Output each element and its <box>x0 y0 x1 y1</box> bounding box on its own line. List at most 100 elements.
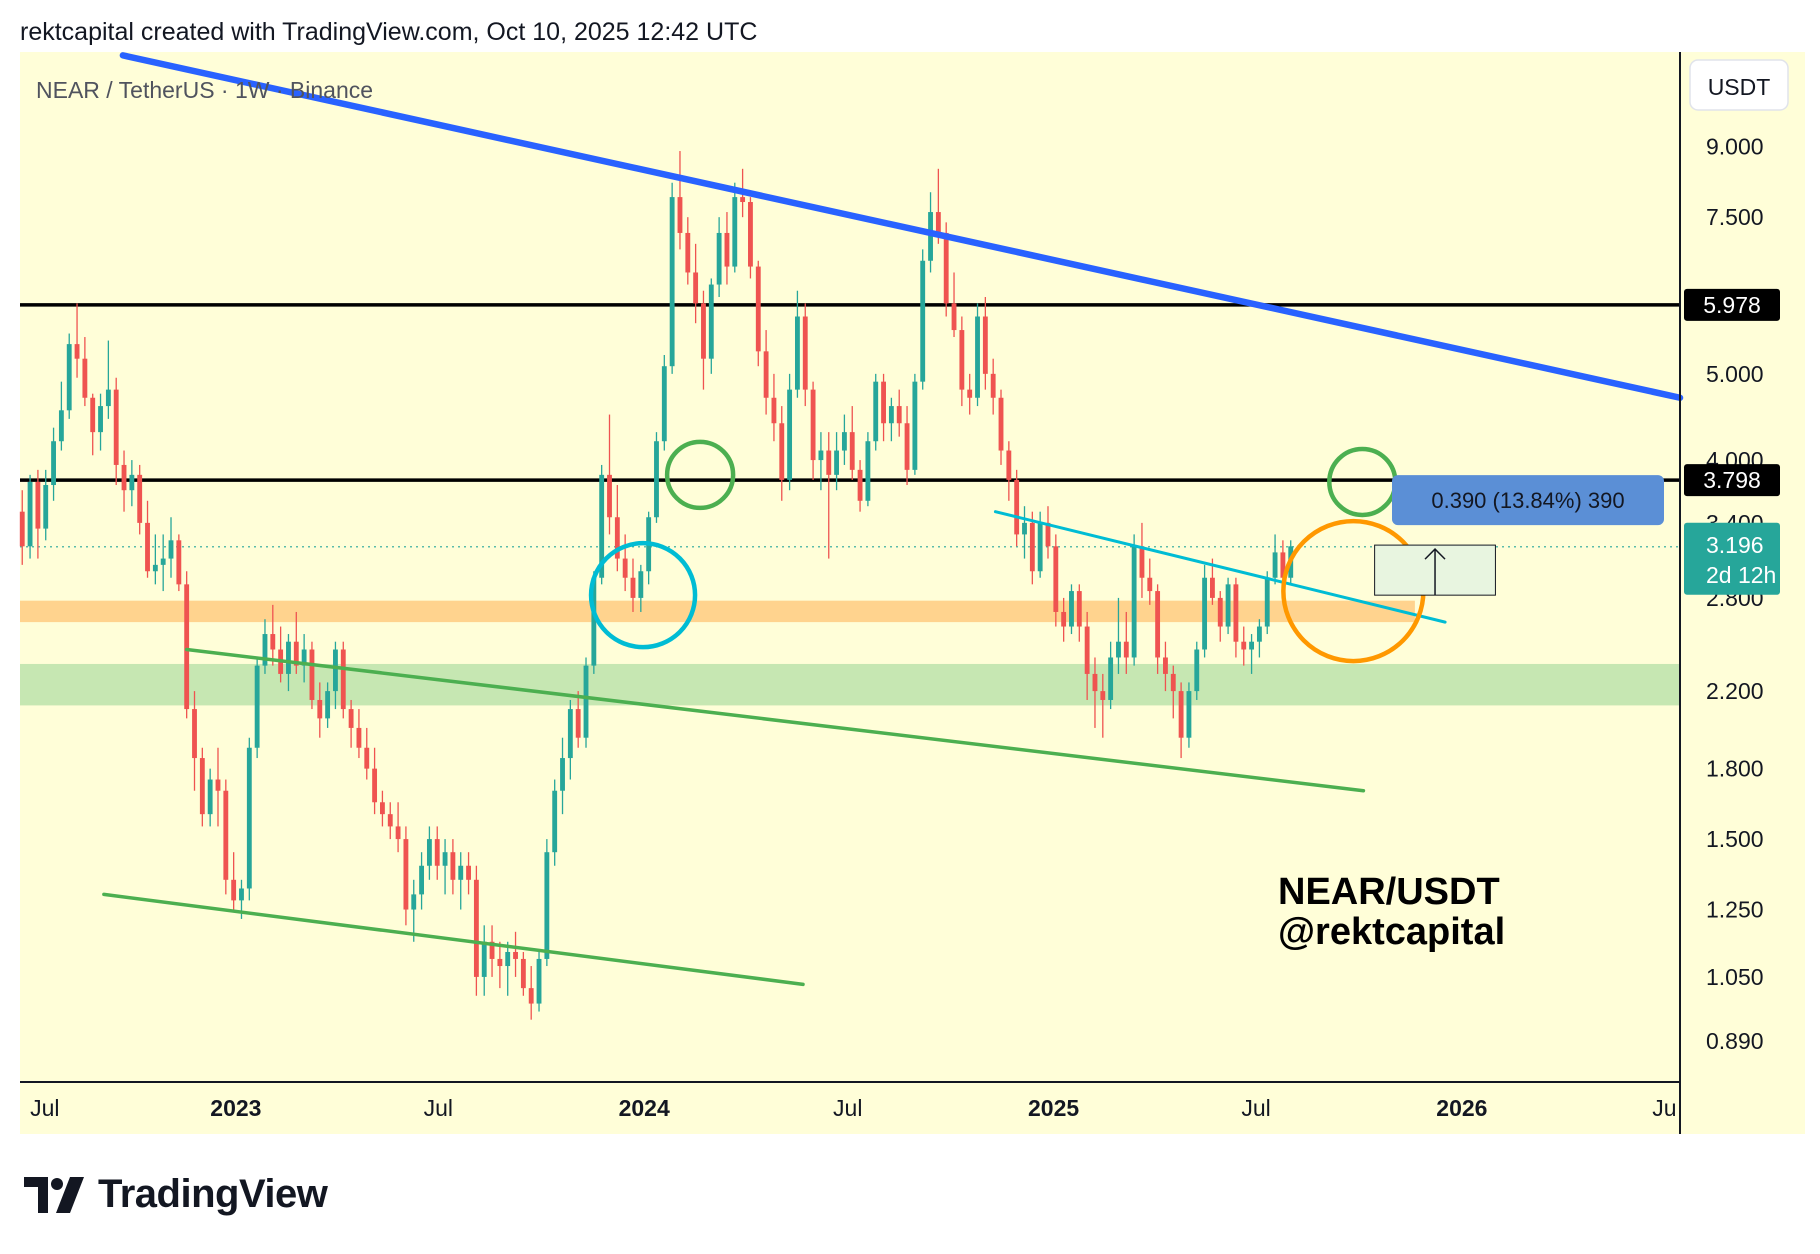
candle <box>1076 584 1082 642</box>
candle <box>560 737 565 815</box>
candle <box>152 534 158 585</box>
candle-body <box>920 260 926 382</box>
candle-body <box>27 481 33 547</box>
candle <box>1256 619 1262 658</box>
candle-body <box>865 441 871 501</box>
candle-body <box>1131 546 1137 658</box>
candle-body <box>630 577 636 598</box>
candle <box>693 243 699 324</box>
candle <box>309 641 315 710</box>
candle <box>27 474 33 559</box>
candle <box>66 333 72 419</box>
candle <box>348 699 354 748</box>
candle-body <box>58 410 64 442</box>
candle <box>317 682 323 738</box>
candle-body <box>1076 591 1082 627</box>
candle <box>333 641 338 710</box>
candle <box>473 865 479 996</box>
candle <box>583 657 589 748</box>
candle <box>419 852 425 910</box>
candle-body <box>575 709 581 738</box>
candle-body <box>1170 673 1176 692</box>
candle-body <box>928 212 933 261</box>
candle <box>724 212 730 285</box>
candle-body <box>497 958 503 967</box>
candle <box>975 303 980 407</box>
candle <box>1108 641 1114 710</box>
candle <box>708 278 714 374</box>
candle-body <box>693 272 699 304</box>
candle-body <box>74 344 80 359</box>
candle-body <box>771 397 777 424</box>
candle <box>1092 657 1098 728</box>
candle-body <box>145 522 150 572</box>
y-tick-label: 7.500 <box>1706 204 1764 230</box>
candle-body <box>1233 584 1239 642</box>
candle-body <box>466 865 471 880</box>
candle-body <box>724 232 730 267</box>
candle <box>857 460 863 512</box>
candle-body <box>113 389 119 465</box>
candle <box>58 381 64 451</box>
candle <box>192 691 197 791</box>
candle-body <box>1037 522 1043 572</box>
candle <box>1194 641 1200 700</box>
candle <box>520 951 526 996</box>
green-zone <box>20 663 1680 706</box>
candle <box>1225 577 1231 635</box>
candle <box>137 464 143 535</box>
candle <box>630 558 636 612</box>
candle <box>1147 558 1153 605</box>
tradingview-logo-icon <box>24 1176 84 1213</box>
candle <box>98 393 103 451</box>
candle-body <box>935 212 941 233</box>
candle-body <box>325 691 331 719</box>
candle-body <box>1045 522 1051 547</box>
candle <box>1006 441 1012 501</box>
orange-zone <box>20 600 1415 623</box>
candle <box>794 290 800 398</box>
candle-body <box>481 941 487 977</box>
candle-body <box>372 768 378 803</box>
candle <box>716 217 722 298</box>
candle <box>755 260 761 367</box>
candle-body <box>35 481 41 529</box>
candle-body <box>567 709 573 759</box>
candle <box>677 151 683 250</box>
candle <box>990 358 996 415</box>
candle <box>1272 534 1278 585</box>
candle-body <box>748 202 753 267</box>
candle <box>270 604 276 666</box>
currency-button[interactable]: USDT <box>1689 59 1789 111</box>
circle-cyan <box>588 540 698 650</box>
candle-body <box>419 865 425 895</box>
candle-body <box>881 381 886 424</box>
candle <box>959 316 965 407</box>
candle <box>51 427 56 501</box>
candle-body <box>301 649 307 666</box>
candle-body <box>184 584 190 710</box>
candle-body <box>716 232 722 285</box>
candle-countdown: 2d 12h <box>1706 562 1776 588</box>
candle <box>411 879 417 942</box>
candle <box>184 571 190 719</box>
candle <box>904 406 910 486</box>
candle <box>622 534 628 592</box>
candle-body <box>638 571 644 598</box>
candle <box>168 517 174 578</box>
candle-body <box>192 709 197 759</box>
candle <box>1163 641 1168 692</box>
candle <box>1123 611 1129 674</box>
time-axis-background <box>20 1082 1680 1134</box>
tradingview-logo[interactable]: TradingView <box>24 1172 328 1217</box>
candle-body <box>560 758 565 791</box>
x-tick-label: Ju <box>1652 1095 1676 1121</box>
candle <box>1186 682 1192 748</box>
candle <box>1217 591 1223 642</box>
candle-body <box>669 197 675 367</box>
candle-body <box>105 389 111 407</box>
measure-arrow-head <box>1424 548 1446 560</box>
candle-body <box>763 351 769 398</box>
currency-button-frame <box>1689 59 1789 111</box>
